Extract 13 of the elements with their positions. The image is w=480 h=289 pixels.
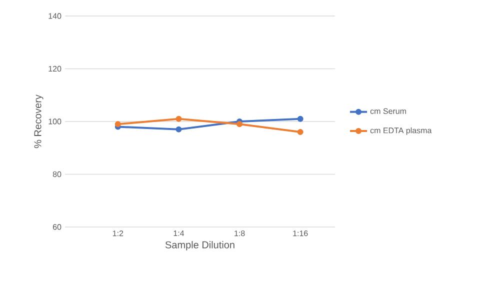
legend-label: cm Serum bbox=[370, 108, 406, 114]
legend-label: cm EDTA plasma bbox=[370, 127, 432, 135]
y-tick-label: 100 bbox=[48, 118, 62, 124]
y-tick-label: 140 bbox=[48, 13, 62, 19]
x-axis-title: Sample Dilution bbox=[165, 241, 234, 250]
y-axis-title: % Recovery bbox=[34, 94, 44, 148]
x-tick-label: 1:8 bbox=[234, 230, 245, 236]
x-tick-label: 1:4 bbox=[174, 230, 184, 236]
y-tick-label: 80 bbox=[52, 171, 62, 178]
x-tick-label: 1:2 bbox=[112, 230, 124, 236]
x-tick-label: 1:16 bbox=[293, 230, 308, 236]
y-tick-label: 60 bbox=[52, 224, 62, 230]
y-tick-label: 120 bbox=[48, 66, 62, 72]
